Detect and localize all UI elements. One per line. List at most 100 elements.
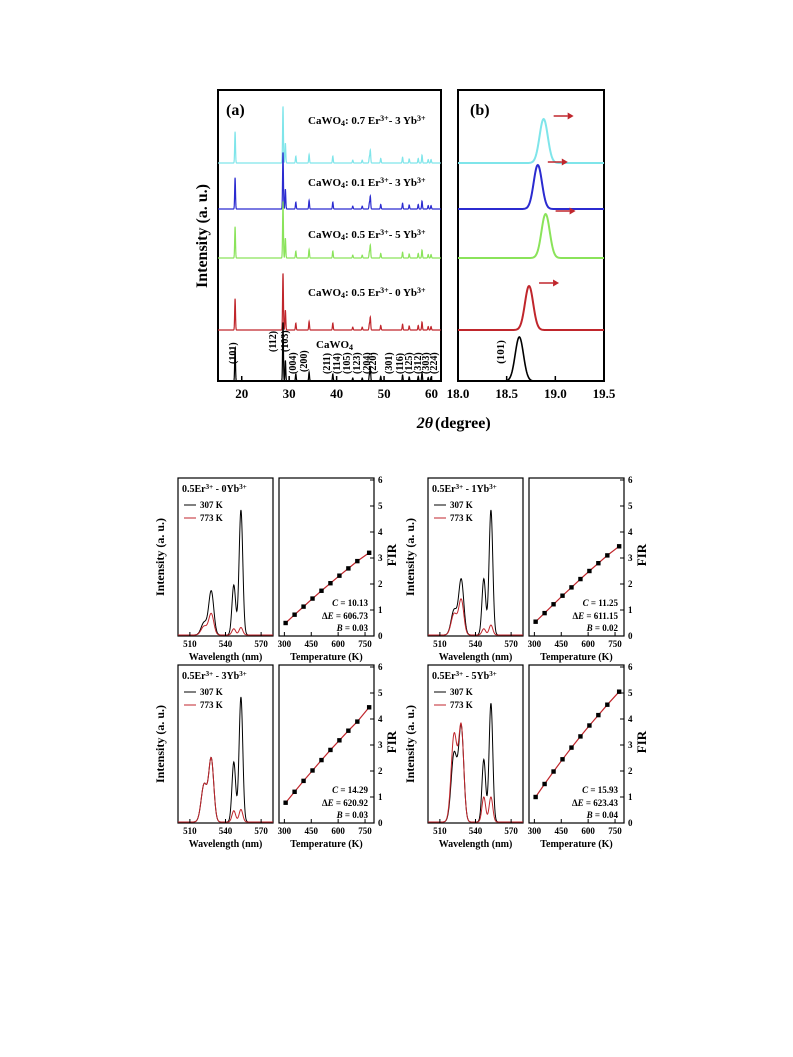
panel-title-part: - 1Yb xyxy=(463,484,490,495)
panel-title-part: - 0Yb xyxy=(213,484,240,495)
fir-data-point xyxy=(292,789,297,794)
x-tick-label: 60 xyxy=(425,386,438,401)
panel-b-peak-label: (101) xyxy=(495,340,507,364)
fit-param-part: C xyxy=(583,598,590,608)
fit-param-c: C = 11.25 xyxy=(583,598,619,608)
fit-param-part: C xyxy=(582,785,589,795)
x-tick-label: 600 xyxy=(331,639,345,649)
x-tick-label: 510 xyxy=(183,826,197,836)
x-tick-label: 600 xyxy=(581,639,595,649)
fir-data-point xyxy=(366,705,372,710)
spectrum-773k-line xyxy=(178,756,273,823)
panel-a-series-line xyxy=(218,106,441,164)
series-label-part: - 5 Yb xyxy=(389,229,417,241)
y-tick-label: 4 xyxy=(378,714,383,724)
shift-arrow-head xyxy=(567,112,574,120)
fit-param-b: B = 0.03 xyxy=(336,810,369,820)
panel-title: 0.5Er3+ - 5Yb3+ xyxy=(432,670,497,682)
series-label-part: 3+ xyxy=(417,228,426,237)
fir-data-point xyxy=(542,781,547,787)
fir-data-point xyxy=(319,588,324,593)
series-label-part: : 0.5 Er xyxy=(345,229,380,241)
y-tick-label: 2 xyxy=(378,766,383,776)
panel-b-frame xyxy=(457,89,605,382)
panel-title-part: 0.5Er xyxy=(182,484,206,495)
fir-data-point xyxy=(337,738,342,743)
y-tick-label: 0 xyxy=(378,631,383,641)
series-label-part: 3+ xyxy=(380,228,389,237)
miller-index-label: (105) xyxy=(342,352,353,374)
fit-param-part: E xyxy=(577,611,584,621)
spectrum-x-label: Wavelength (nm) xyxy=(439,652,513,663)
fit-param-c: C = 15.93 xyxy=(582,785,618,795)
x-tick-label: 510 xyxy=(433,639,447,649)
y-tick-label: 4 xyxy=(628,527,633,537)
series-label-part: : 0.1 Er xyxy=(345,177,380,189)
legend-label-773: 773 K xyxy=(200,700,223,710)
y-tick-label: 6 xyxy=(628,475,633,485)
fir-data-point xyxy=(569,745,574,750)
spectrum-307k-line xyxy=(428,509,523,636)
fir-fit-line xyxy=(285,706,370,804)
panel-title: 0.5Er3+ - 0Yb3+ xyxy=(182,483,247,495)
x-tick-label: 540 xyxy=(219,639,233,649)
panel-b-series-line xyxy=(458,336,604,382)
fir-frame xyxy=(528,477,625,637)
spectrum-y-label: Intensity (a. u.) xyxy=(403,705,417,783)
spectrum-x-label: Wavelength (nm) xyxy=(439,839,513,850)
miller-index-label: (112) xyxy=(268,331,279,352)
shift-arrow-head xyxy=(569,207,576,215)
x-tick-label: 50 xyxy=(378,386,391,401)
fir-frame xyxy=(278,477,375,637)
fit-param-part: Δ xyxy=(322,611,328,621)
series-label-part: - 0 Yb xyxy=(389,287,417,299)
fir-x-label: Temperature (K) xyxy=(290,839,363,850)
series-label-part: 4 xyxy=(341,181,345,190)
x-tick-label: 600 xyxy=(331,826,345,836)
spectrum-frame xyxy=(427,664,524,824)
panel-title: 0.5Er3+ - 3Yb3+ xyxy=(182,670,247,682)
x-tick-label: 750 xyxy=(358,639,372,649)
y-tick-label: 1 xyxy=(378,605,383,615)
fit-param-part: = 0.03 xyxy=(343,810,369,820)
fit-param-part: B xyxy=(586,623,593,633)
x-tick-label: 570 xyxy=(254,826,268,836)
panel-title-part: 3+ xyxy=(456,483,464,491)
fir-data-point xyxy=(319,757,324,763)
x-tick-label: 300 xyxy=(278,639,292,649)
panel-title-part: 3+ xyxy=(239,483,247,491)
series-label-part: 3+ xyxy=(417,286,426,295)
series-label-part: 3+ xyxy=(380,114,389,123)
y-tick-label: 3 xyxy=(628,740,633,750)
miller-index-label: (004) xyxy=(288,352,299,374)
y-tick-label: 5 xyxy=(378,501,383,511)
fit-param-part: Δ xyxy=(572,611,578,621)
y-tick-label: 4 xyxy=(628,714,633,724)
fig1-x-axis-label: 2θ (degree) xyxy=(416,415,491,432)
fir-y-label: FIR xyxy=(384,730,399,753)
x-tick-label: 510 xyxy=(183,639,197,649)
miller-index-label: (103) xyxy=(280,330,291,352)
panel-title-part: 3+ xyxy=(239,670,247,678)
x-tick-label: 540 xyxy=(219,826,233,836)
y-tick-label: 3 xyxy=(628,553,633,563)
panel-a-series-line xyxy=(218,201,441,259)
fir-fit-line xyxy=(285,552,370,624)
x-tick-label: 300 xyxy=(528,639,542,649)
fit-param-c: C = 10.13 xyxy=(332,598,368,608)
spectrum-773k-line xyxy=(428,598,523,636)
legend-label-773: 773 K xyxy=(450,700,473,710)
fir-data-point xyxy=(292,612,297,617)
y-tick-label: 5 xyxy=(628,688,633,698)
panel-title-part: 0.5Er xyxy=(182,671,206,682)
miller-index-label: (125) xyxy=(404,352,415,374)
panel-title-part: - 5Yb xyxy=(463,671,490,682)
y-tick-label: 2 xyxy=(628,766,633,776)
fir-data-point xyxy=(355,719,360,724)
fir-data-point xyxy=(542,610,547,616)
panel-title-part: 3+ xyxy=(206,670,214,678)
fir-data-point xyxy=(578,576,583,582)
